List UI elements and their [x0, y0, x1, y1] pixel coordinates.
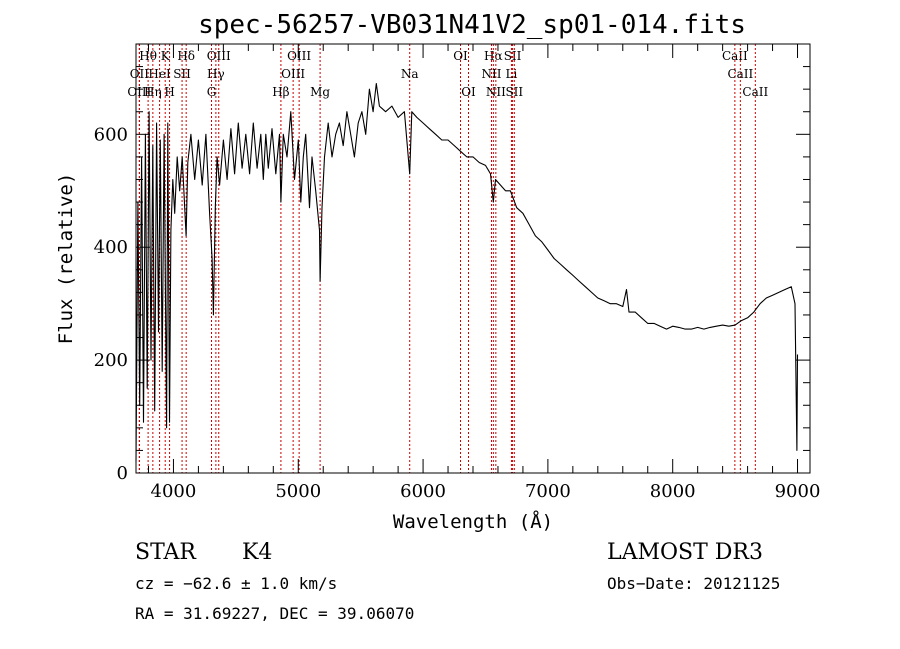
- line-label: K: [161, 49, 171, 63]
- line-label: CaII: [742, 85, 768, 99]
- line-label: Hγ: [207, 67, 225, 81]
- line-label: Mg: [310, 85, 330, 99]
- line-label: H: [164, 85, 174, 99]
- line-label: CaII: [727, 67, 753, 81]
- x-axis-label: Wavelength (Å): [393, 510, 553, 533]
- line-label: Hβ: [272, 85, 289, 99]
- line-label: SII: [505, 85, 523, 99]
- axis-ticks: 4000 5000 6000 7000 8000 9000 0 200 400 600: [94, 43, 821, 502]
- y-axis-label: Flux (relative): [55, 173, 77, 345]
- line-label: Li: [506, 67, 518, 81]
- series-line: [135, 82, 799, 462]
- x-tick-label: 4000: [151, 481, 197, 502]
- x-tick-label: 9000: [775, 481, 821, 502]
- line-label: OIII: [281, 67, 305, 81]
- survey-name: LAMOST DR3: [607, 540, 763, 565]
- line-label: OIII: [287, 49, 311, 63]
- line-label: Na: [401, 67, 419, 81]
- x-tick-label: 8000: [650, 481, 696, 502]
- line-label: SII: [173, 67, 191, 81]
- x-tick-label: 5000: [275, 481, 321, 502]
- y-tick-label: 200: [94, 350, 128, 371]
- line-label: OI: [461, 85, 476, 99]
- line-label: Hδ: [177, 49, 195, 63]
- y-tick-label: 400: [94, 237, 128, 258]
- line-label: HeI: [148, 67, 171, 81]
- line-label: OIII: [127, 85, 151, 99]
- series-layer: [135, 82, 799, 462]
- line-label: NII: [481, 67, 501, 81]
- object-class: STAR: [135, 540, 196, 565]
- x-tick-label: 7000: [525, 481, 571, 502]
- line-label: CaII: [722, 49, 748, 63]
- line-label: G: [207, 85, 217, 99]
- line-label: Hη: [144, 85, 162, 99]
- y-tick-label: 600: [94, 124, 128, 145]
- x-tick-label: 6000: [400, 481, 446, 502]
- line-label: SII: [504, 49, 522, 63]
- object-subclass: K4: [242, 540, 273, 565]
- coordinates: RA = 31.69227, DEC = 39.06070: [135, 604, 415, 623]
- chart-title: spec-56257-VB031N41V2_sp01-014.fits: [198, 10, 746, 40]
- line-label: NII: [486, 85, 506, 99]
- line-label: OI: [453, 49, 468, 63]
- line-label: OIII: [207, 49, 231, 63]
- y-tick-label: 0: [117, 463, 128, 484]
- plot-frame: [135, 43, 811, 474]
- line-label: Hα: [484, 49, 503, 63]
- velocity-readout: cz = −62.6 ± 1.0 km/s: [135, 574, 338, 593]
- line-label: Hθ: [139, 49, 157, 63]
- obs-date: Obs−Date: 20121125: [607, 574, 781, 593]
